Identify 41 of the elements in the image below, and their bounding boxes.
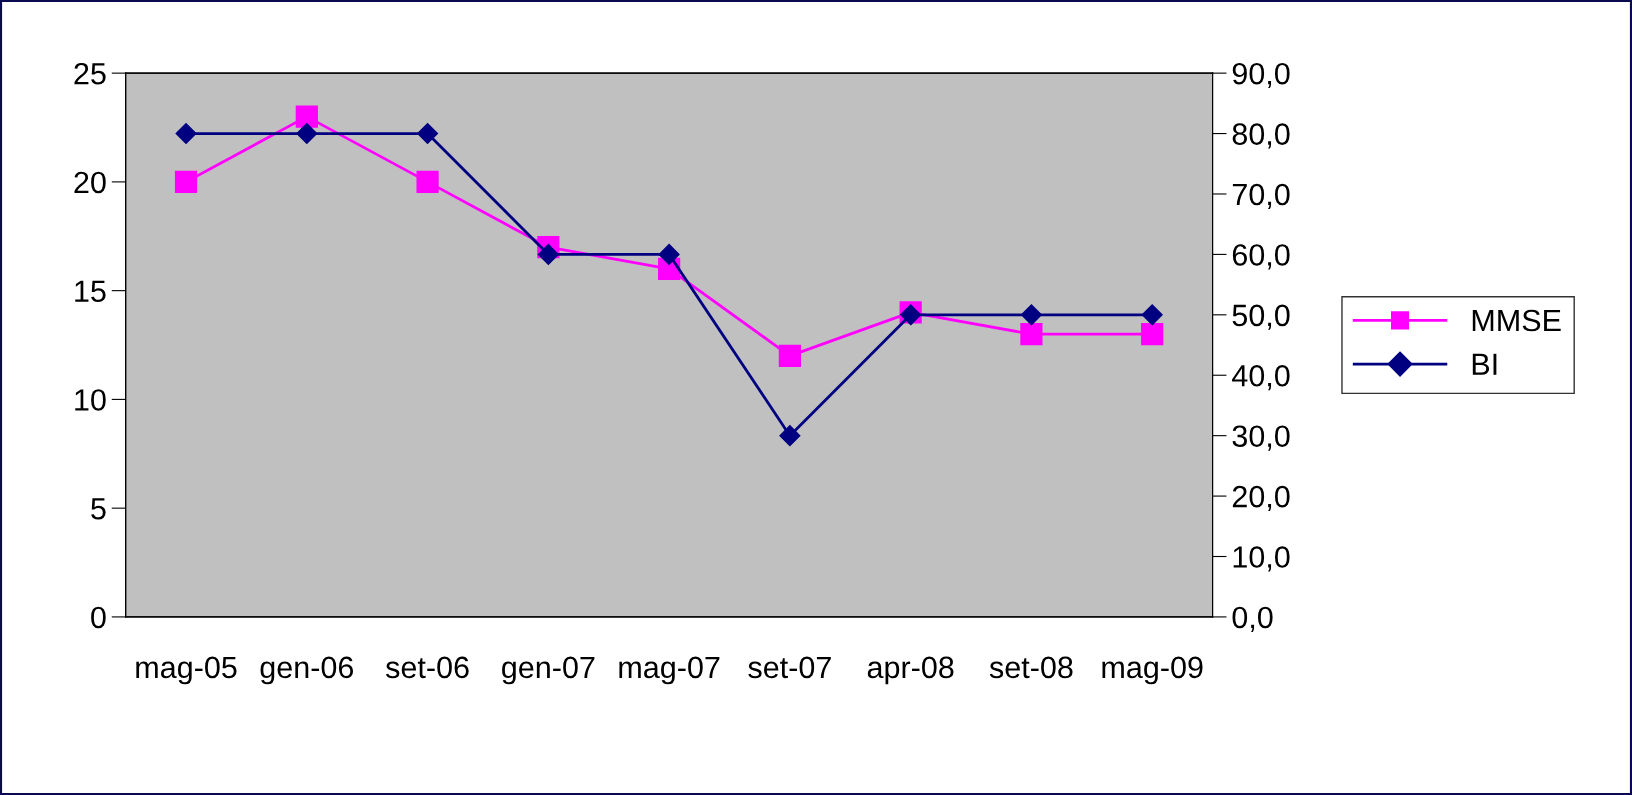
x-tick-label: gen-07 (502, 656, 595, 685)
x-tick-label: mag-07 (619, 656, 720, 685)
x-tick-label: gen-06 (260, 656, 354, 685)
point (175, 123, 197, 145)
point (174, 170, 198, 194)
y2-tick-label: 40,0 (1232, 364, 1290, 391)
y-tick-label: 25 (74, 62, 106, 85)
legend-label: MMSE (1472, 309, 1561, 332)
y2-tick-label: 90,0 (1232, 62, 1290, 89)
y2-tick-label: 50,0 (1232, 304, 1290, 330)
point (779, 425, 801, 447)
y-tick-label: 15 (75, 280, 106, 303)
y2-tick-label: 60,0 (1232, 244, 1290, 270)
x-tick-label: set-07 (748, 656, 831, 679)
x-tick-label: mag-05 (136, 656, 237, 685)
legend-label: BI (1472, 353, 1497, 375)
point (1141, 304, 1163, 326)
y-tick-label: 10 (75, 389, 106, 411)
point (1020, 323, 1043, 346)
y-tick-label: 5 (91, 498, 106, 520)
point (417, 123, 439, 145)
point (658, 243, 680, 265)
point (537, 243, 559, 265)
x-tick-label: apr-08 (867, 656, 954, 685)
point (1020, 304, 1042, 326)
x-tick-label: set-08 (989, 656, 1073, 679)
point (778, 344, 801, 368)
y2-tick-label: 70,0 (1232, 183, 1290, 209)
point (296, 123, 318, 145)
point (1141, 323, 1164, 346)
y-tick-label: 0 (91, 606, 106, 629)
y2-tick-label: 30,0 (1232, 425, 1290, 451)
point (295, 105, 318, 128)
y2-tick-label: 10,0 (1233, 546, 1290, 572)
y-tick-label: 20 (74, 171, 106, 194)
x-tick-label: mag-09 (1102, 656, 1203, 685)
y2-tick-label: 20,0 (1232, 485, 1290, 512)
y2-tick-label: 0,0 (1232, 606, 1273, 632)
x-tick-label: set-06 (385, 656, 469, 679)
y2-tick-label: 80,0 (1232, 123, 1290, 149)
point (416, 170, 439, 194)
